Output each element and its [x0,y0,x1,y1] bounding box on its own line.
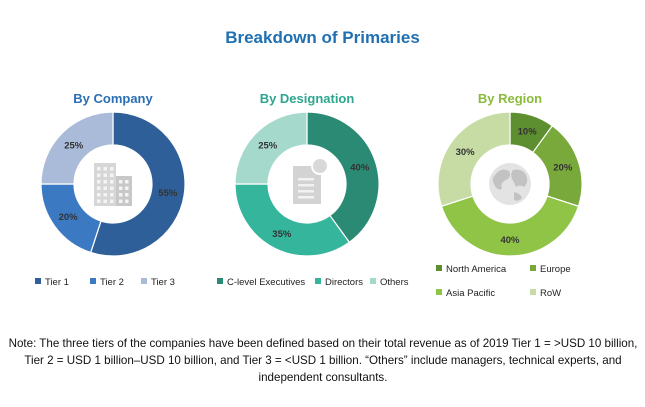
page-title: Breakdown of Primaries [225,28,420,47]
legend-swatch [217,278,223,284]
slice-label: 30% [456,147,476,158]
legend-swatch [530,265,536,271]
slice-label: 25% [64,140,84,151]
legend-swatch [141,278,147,284]
legend-swatch [315,278,321,284]
donut-slice [40,111,114,185]
slice-label: 10% [518,127,538,138]
legend-label: Others [380,277,409,288]
slice-label: 40% [350,162,370,173]
legend-label: Directors [325,277,363,288]
legend-swatch [436,289,442,295]
legend-swatch [436,265,442,271]
donut-slice [306,111,380,244]
legend-label: Europe [540,264,571,275]
legend-swatch [90,278,96,284]
chart-title: By Designation [260,91,355,106]
legend-label: Tier 3 [151,277,175,288]
slice-label: 20% [59,212,79,223]
document-badge-icon [293,157,329,204]
donut-chart-2: By Designation 40% C-level Executives 35% Di… [217,91,409,288]
legend-label: Asia Pacific [446,288,495,299]
chart-title: By Company [73,91,153,106]
legend-label: Tier 2 [100,277,124,288]
slice-label: 20% [553,162,573,173]
footnote: Note: The three tiers of the companies h… [8,337,638,384]
donut-chart-3: By Region 10% North America 20% Europe 40% Asi… [436,91,583,299]
legend-label: North America [446,264,507,275]
legend-swatch [370,278,376,284]
donut-slice [437,111,511,208]
donut-slice [89,111,186,257]
donut-slice [440,195,580,257]
slice-label: 25% [258,140,278,151]
legend-label: C-level Executives [227,277,305,288]
globe-icon [489,163,531,205]
donut-chart-1: By Company 55% Tier 1 20% Tier 2 25% Tier 3 [35,91,186,288]
legend-swatch [35,278,41,284]
legend-swatch [530,289,536,295]
donut-slice [234,111,308,185]
chart-title: By Region [478,91,542,106]
slice-label: 55% [158,188,178,199]
legend-label: RoW [540,288,561,299]
legend-label: Tier 1 [45,277,69,288]
donut-slice [234,183,351,257]
slice-label: 40% [500,235,520,246]
office-buildings-icon [94,163,132,206]
slice-label: 35% [272,229,292,240]
